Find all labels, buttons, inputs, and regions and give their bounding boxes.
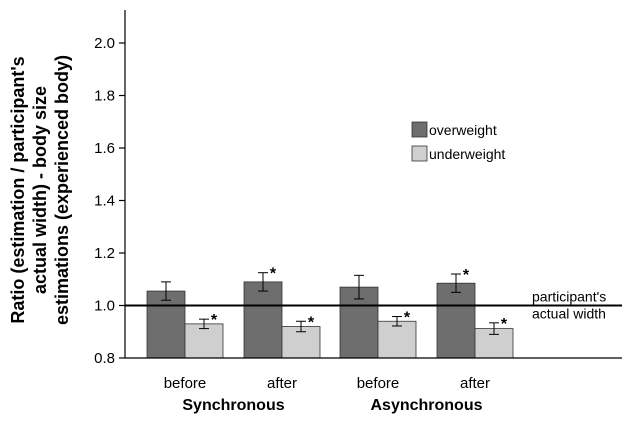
y-axis-title-line: actual width) - body size [30, 86, 50, 294]
y-tick-label: 1.2 [94, 245, 115, 262]
significance-star: * [308, 314, 315, 331]
y-tick-label: 1.6 [94, 140, 115, 157]
bar-overweight [146, 290, 186, 359]
significance-star: * [501, 316, 508, 333]
significance-star: * [211, 312, 218, 329]
reference-line-label: participant's [532, 289, 606, 305]
bar-overweight [243, 281, 283, 359]
bars-layer: * * * * * * [146, 266, 514, 359]
y-tick-label: 1.8 [94, 88, 115, 105]
legend-label-overweight: overweight [429, 122, 497, 138]
x-axis: before after before after Synchronous Asynchr… [125, 357, 622, 414]
y-tick-label: 1.4 [94, 193, 115, 210]
y-tick-label: 2.0 [94, 35, 115, 52]
significance-star: * [270, 266, 277, 283]
significance-star: * [404, 310, 411, 327]
x-tick-label: after [267, 375, 297, 392]
reference-line-label: actual width [532, 306, 606, 322]
x-tick-label: before [357, 375, 400, 392]
bar-underweight [377, 320, 417, 359]
legend: overweight underweight [411, 121, 505, 162]
y-axis: 0.8 1.0 1.2 1.4 1.6 1.8 2.0 [94, 10, 126, 367]
x-group-label: Synchronous [182, 397, 284, 414]
y-axis-title-line: Ratio (estimation / participant's [8, 56, 28, 323]
legend-swatch-underweight [411, 145, 428, 162]
legend-swatch-overweight [411, 121, 428, 138]
x-group-label: Asynchronous [370, 397, 482, 414]
significance-star: * [463, 267, 470, 284]
y-tick-label: 1.0 [94, 298, 115, 315]
y-axis-title-line: estimations (experienced body) [52, 55, 72, 325]
bar-underweight [184, 323, 224, 359]
legend-label-underweight: underweight [429, 146, 505, 162]
y-tick-label: 0.8 [94, 350, 115, 367]
x-tick-label: before [164, 375, 207, 392]
y-axis-title: Ratio (estimation / participant's actual … [8, 55, 72, 325]
bar-overweight [436, 282, 476, 359]
x-tick-label: after [460, 375, 490, 392]
